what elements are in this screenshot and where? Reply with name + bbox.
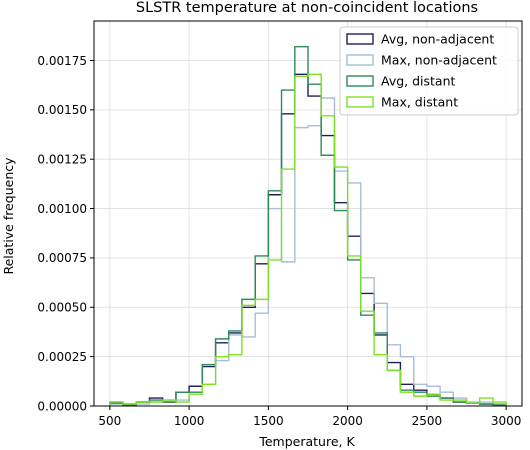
legend-label: Avg, distant — [381, 74, 456, 89]
legend-swatch — [346, 54, 374, 66]
y-tick-label: 0.00075 — [37, 251, 87, 265]
chart-title: SLSTR temperature at non-coincident loca… — [136, 0, 478, 16]
y-tick-label: 0.00100 — [37, 202, 87, 216]
series-2-step-line — [109, 97, 507, 406]
x-tick-label: 3000 — [491, 414, 522, 428]
legend-label: Avg, non-adjacent — [381, 32, 494, 47]
x-tick-label: 500 — [98, 414, 121, 428]
legend-swatch — [346, 33, 374, 45]
y-tick-label: 0.00125 — [37, 153, 87, 167]
y-tick-label: 0.00150 — [37, 103, 87, 117]
series-4-step-line — [109, 73, 507, 406]
legend-swatch — [346, 96, 374, 108]
x-axis-label: Temperature, K — [258, 434, 355, 449]
y-tick-label: 0.00175 — [37, 54, 87, 68]
axis-ticks: 500 1000 1500 2000 2500 3000 0.00000 0.00025 0.0… — [37, 54, 521, 428]
y-tick-label: 0.00000 — [37, 399, 87, 413]
x-tick-label: 1000 — [174, 414, 205, 428]
y-axis-label: Relative frequency — [1, 157, 16, 275]
x-tick-label: 2500 — [412, 414, 443, 428]
y-tick-label: 0.00050 — [37, 301, 87, 315]
y-tick-label: 0.00025 — [37, 350, 87, 364]
legend: Avg, non-adjacent Max, non-adjacent Avg, d… — [339, 26, 519, 116]
x-tick-label: 1500 — [253, 414, 284, 428]
legend-swatch — [346, 75, 374, 87]
legend-label: Max, non-adjacent — [381, 53, 497, 68]
legend-label: Max, distant — [381, 95, 458, 110]
x-tick-label: 2000 — [332, 414, 363, 428]
plot-frame — [93, 20, 523, 407]
legend-box — [339, 26, 519, 116]
series-layer — [109, 45, 507, 406]
